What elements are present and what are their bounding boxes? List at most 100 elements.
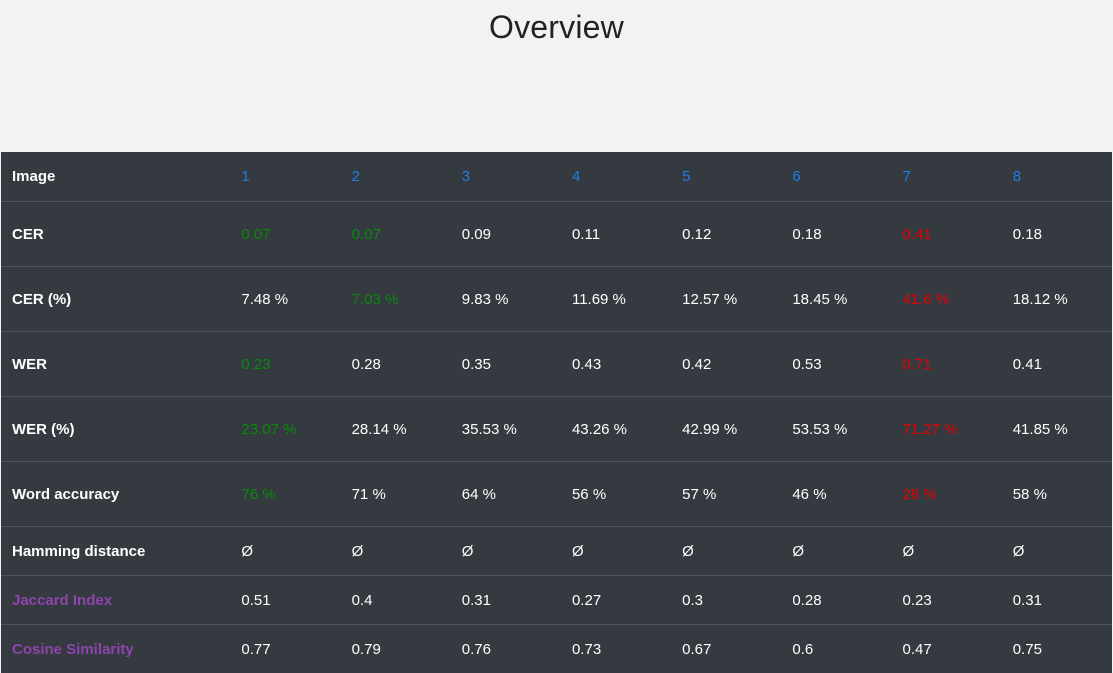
metric-value: 41.85 % bbox=[1001, 396, 1112, 462]
metric-label: WER bbox=[1, 331, 231, 397]
metric-value: 0.27 bbox=[560, 575, 672, 625]
table-row: WER 0.23 0.28 0.35 0.43 0.42 0.53 0.71 0.41 bbox=[1, 331, 1112, 397]
metric-value: 0.43 bbox=[560, 331, 672, 397]
metric-value: 0.51 bbox=[230, 575, 341, 625]
metric-value: 0.4 bbox=[340, 575, 451, 625]
image-link-1[interactable]: 1 bbox=[230, 152, 340, 202]
metric-value: 28 % bbox=[891, 461, 1002, 527]
image-link-text[interactable]: 7 bbox=[902, 168, 911, 185]
metric-label: CER (%) bbox=[1, 266, 231, 332]
table-header-row: Image 1 2 3 4 5 6 7 8 bbox=[1, 152, 1112, 202]
image-link-5[interactable]: 5 bbox=[671, 152, 781, 202]
metric-value: 0.28 bbox=[781, 575, 892, 625]
metric-value: Ø bbox=[781, 526, 892, 576]
metrics-table: Image 1 2 3 4 5 6 7 8 CER 0.07 0.07 0.09 0.1… bbox=[1, 152, 1112, 673]
metric-value: 18.45 % bbox=[781, 266, 892, 332]
table-row: Cosine Similarity 0.77 0.79 0.76 0.73 0.67 0.6… bbox=[1, 624, 1112, 673]
metric-value: 0.28 bbox=[340, 331, 451, 397]
metric-value: 35.53 % bbox=[450, 396, 561, 462]
metric-value: 0.23 bbox=[891, 575, 1002, 625]
metric-label: Word accuracy bbox=[1, 461, 231, 527]
metric-value: 71.27 % bbox=[891, 396, 1002, 462]
metric-value: 0.18 bbox=[1001, 201, 1112, 267]
metric-value: 9.83 % bbox=[450, 266, 561, 332]
metric-value: 0.42 bbox=[671, 331, 782, 397]
metric-value: 11.69 % bbox=[560, 266, 672, 332]
metric-value: 0.67 bbox=[671, 624, 782, 673]
metric-value: Ø bbox=[671, 526, 782, 576]
image-link-text[interactable]: 4 bbox=[571, 168, 581, 185]
image-link-7[interactable]: 7 bbox=[892, 152, 1002, 202]
table-row: Hamming distance Ø Ø Ø Ø Ø Ø Ø Ø bbox=[1, 526, 1112, 576]
metric-label: WER (%) bbox=[1, 396, 231, 462]
metric-value: 0.18 bbox=[781, 201, 892, 267]
metric-value: 0.31 bbox=[1001, 575, 1112, 625]
metric-value: 0.79 bbox=[340, 624, 451, 673]
metric-value: 46 % bbox=[781, 461, 892, 527]
image-link-8[interactable]: 8 bbox=[1002, 152, 1112, 202]
header-label: Image bbox=[1, 152, 231, 202]
table-row: Word accuracy 76 % 71 % 64 % 56 % 57 % 46 % 28 … bbox=[1, 461, 1112, 527]
metric-value: 43.26 % bbox=[560, 396, 672, 462]
page-title: Overview bbox=[489, 9, 624, 45]
metric-value: 0.77 bbox=[230, 624, 341, 673]
image-link-3[interactable]: 3 bbox=[451, 152, 561, 202]
metric-value: Ø bbox=[450, 526, 561, 576]
metric-value: 23.07 % bbox=[230, 396, 341, 462]
metric-value: 0.47 bbox=[891, 624, 1002, 673]
metric-value: 64 % bbox=[450, 461, 561, 527]
metric-label: Hamming distance bbox=[1, 526, 231, 576]
metric-value: 53.53 % bbox=[781, 396, 892, 462]
metric-value: 57 % bbox=[671, 461, 782, 527]
image-link-text[interactable]: 8 bbox=[1012, 168, 1022, 185]
metric-value: 28.14 % bbox=[340, 396, 451, 462]
metric-value: 0.73 bbox=[560, 624, 672, 673]
image-link-text[interactable]: 1 bbox=[241, 168, 250, 185]
metrics-table-body: Image 1 2 3 4 5 6 7 8 CER 0.07 0.07 0.09 0.1… bbox=[1, 152, 1112, 673]
metric-value: 71 % bbox=[340, 461, 451, 527]
image-link-text[interactable]: 6 bbox=[792, 168, 801, 185]
metric-value: 0.07 bbox=[230, 201, 341, 267]
metric-value: 0.31 bbox=[450, 575, 561, 625]
image-link-text[interactable]: 3 bbox=[461, 168, 471, 185]
metric-value: 7.48 % bbox=[230, 266, 341, 332]
metric-value: 0.12 bbox=[671, 201, 782, 267]
image-link-text[interactable]: 5 bbox=[682, 168, 691, 185]
metric-value: 0.11 bbox=[560, 201, 672, 267]
image-link-4[interactable]: 4 bbox=[561, 152, 671, 202]
metric-value: 0.76 bbox=[450, 624, 561, 673]
metric-value: 56 % bbox=[560, 461, 672, 527]
metric-value: 42.99 % bbox=[671, 396, 782, 462]
metric-value: Ø bbox=[891, 526, 1002, 576]
metric-label: Jaccard Index bbox=[1, 575, 231, 625]
metric-value: 0.75 bbox=[1001, 624, 1112, 673]
table-row: Jaccard Index 0.51 0.4 0.31 0.27 0.3 0.28 0.23 0… bbox=[1, 575, 1112, 625]
metric-value: 0.41 bbox=[1001, 331, 1112, 397]
metric-value: Ø bbox=[560, 526, 672, 576]
metric-value: 0.35 bbox=[450, 331, 561, 397]
metric-value: 58 % bbox=[1001, 461, 1112, 527]
metric-value: Ø bbox=[230, 526, 341, 576]
metric-value: 0.71 bbox=[891, 331, 1002, 397]
metric-label: CER bbox=[1, 201, 231, 267]
metric-value: 18.12 % bbox=[1001, 266, 1112, 332]
table-row: CER 0.07 0.07 0.09 0.11 0.12 0.18 0.41 0.18 bbox=[1, 201, 1112, 267]
metric-value: 0.6 bbox=[781, 624, 892, 673]
metric-value: 7.03 % bbox=[340, 266, 451, 332]
metrics-table-container: Image 1 2 3 4 5 6 7 8 CER 0.07 0.07 0.09 0.1… bbox=[1, 152, 1112, 673]
image-link-6[interactable]: 6 bbox=[781, 152, 891, 202]
metric-value: 0.3 bbox=[671, 575, 782, 625]
metric-value: 0.23 bbox=[230, 331, 341, 397]
image-link-text[interactable]: 2 bbox=[351, 168, 360, 185]
metric-label: Cosine Similarity bbox=[1, 624, 231, 673]
metric-value: 0.09 bbox=[450, 201, 561, 267]
image-link-2[interactable]: 2 bbox=[341, 152, 451, 202]
metric-value: 76 % bbox=[230, 461, 341, 527]
metric-value: 41.6 % bbox=[891, 266, 1002, 332]
metric-value: 0.41 bbox=[891, 201, 1002, 267]
metric-value: 12.57 % bbox=[671, 266, 782, 332]
metric-value: Ø bbox=[340, 526, 451, 576]
table-row: CER (%) 7.48 % 7.03 % 9.83 % 11.69 % 12.57 % 1… bbox=[1, 266, 1112, 332]
table-row: WER (%) 23.07 % 28.14 % 35.53 % 43.26 % 42.99… bbox=[1, 396, 1112, 462]
metric-value: Ø bbox=[1001, 526, 1112, 576]
